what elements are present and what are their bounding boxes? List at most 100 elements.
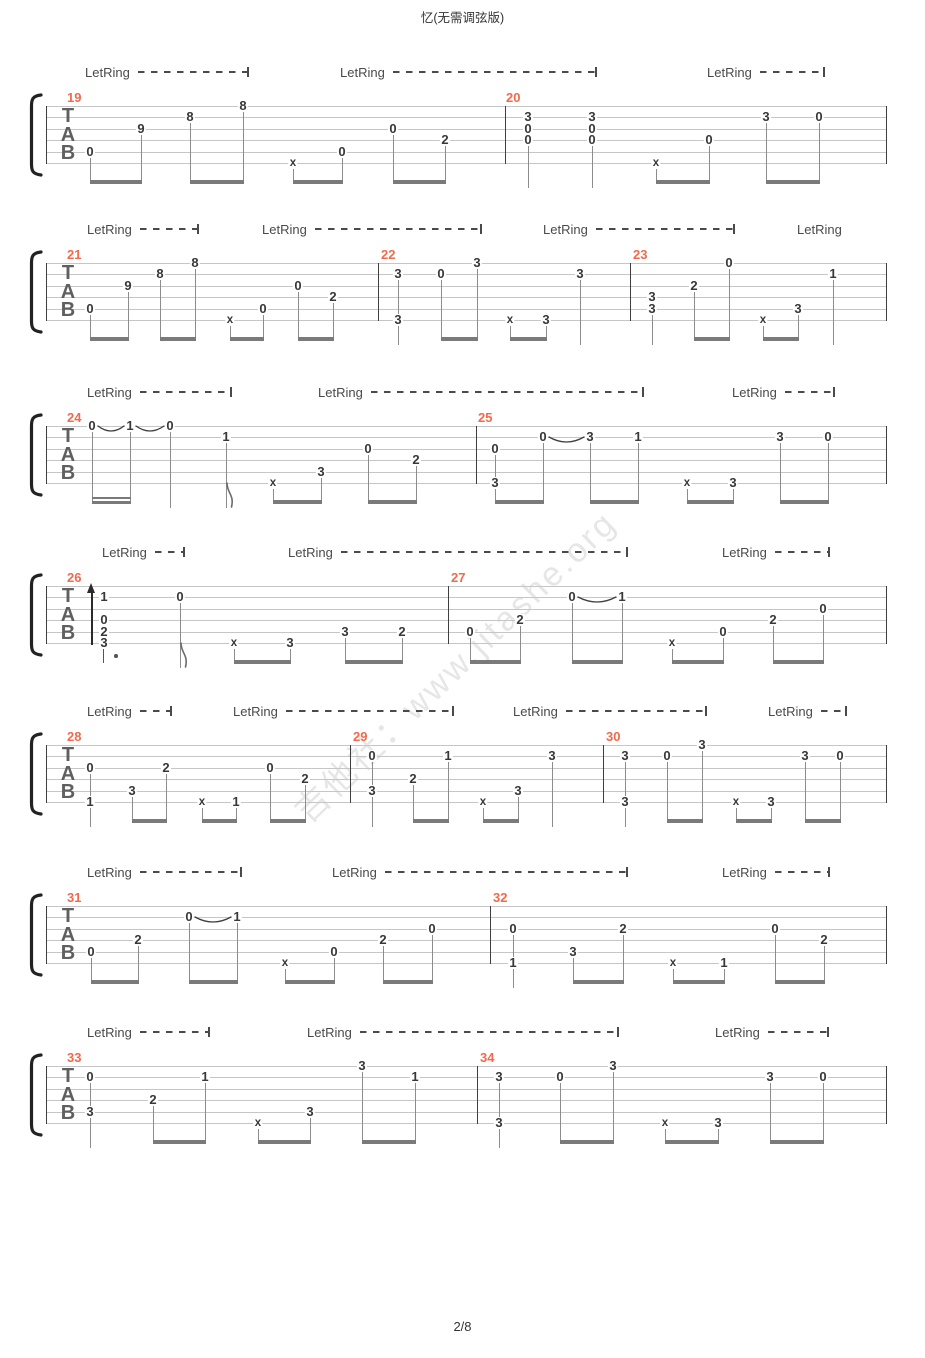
measure-number: 19: [67, 90, 82, 105]
fret-number: 3: [304, 1103, 316, 1119]
letring-dashes: [371, 391, 642, 393]
fret-number: 3: [774, 429, 786, 445]
fret-number: 3: [646, 289, 658, 305]
note-stem: [290, 647, 292, 663]
beam: [234, 660, 292, 664]
beam: [483, 819, 520, 823]
note-stem: [470, 635, 472, 663]
barline: [886, 106, 888, 164]
note-stem: [270, 771, 272, 822]
letring-label: LetRing: [722, 545, 767, 560]
letring-label: LetRing: [332, 865, 377, 880]
letring-dashes: [140, 228, 197, 230]
letring-dashes: [566, 710, 705, 712]
tab-clef-letter: B: [60, 781, 76, 803]
tab-clef-letter: B: [60, 1102, 76, 1124]
note-stem: [321, 475, 323, 503]
letring-dashes: [138, 71, 247, 73]
barline: [46, 106, 48, 164]
note-stem: [166, 771, 168, 822]
barline: [630, 263, 632, 321]
note-stem: [263, 312, 265, 340]
double-beam: [92, 496, 132, 500]
barline: [886, 426, 888, 484]
letring-label: LetRing: [262, 222, 307, 237]
fret-number: 0: [822, 429, 834, 445]
tab-clef-letter: A: [60, 762, 76, 785]
muted-note: x: [682, 477, 692, 489]
staff-line: [46, 597, 886, 599]
muted-note: x: [505, 314, 515, 326]
measure-number: 24: [67, 410, 82, 425]
letring-dashes: [821, 710, 845, 712]
staff-line: [46, 320, 886, 321]
fret-number: 1: [98, 589, 110, 605]
note-stem: [733, 487, 735, 503]
note-stem: [237, 921, 239, 983]
staff-line: [46, 620, 886, 622]
letring-end-tick: [170, 706, 172, 716]
muted-note: x: [478, 796, 488, 808]
muted-note: x: [651, 157, 661, 169]
fret-number: 0: [366, 748, 378, 764]
tab-clef-letter: T: [61, 1065, 75, 1087]
letring-end-tick: [452, 706, 454, 716]
note-stem: [833, 278, 835, 345]
letring-dashes: [785, 391, 833, 393]
system-bracket-icon: [29, 1053, 43, 1137]
note-stem: [345, 635, 347, 663]
note-stem: [402, 635, 404, 663]
muted-note: x: [268, 477, 278, 489]
staff-line: [46, 951, 886, 953]
note-stem: [310, 1115, 312, 1143]
staff-line: [46, 483, 886, 484]
fret-number: 1: [199, 1069, 211, 1085]
staff-line: [46, 790, 886, 792]
note-stem: [362, 1070, 364, 1143]
muted-note: x: [225, 314, 235, 326]
letring-label: LetRing: [722, 865, 767, 880]
note-stem: [230, 324, 232, 340]
tab-clef-letter: A: [60, 923, 76, 946]
system-bracket-icon: [29, 250, 43, 334]
staff-line: [46, 1077, 886, 1079]
note-stem: [226, 441, 228, 508]
double-beam: [92, 501, 132, 504]
beam: [362, 1140, 417, 1144]
tab-clef-letter: T: [61, 905, 75, 927]
note-stem: [729, 267, 731, 340]
fret-number: 3: [339, 623, 351, 639]
beam: [687, 500, 735, 504]
staff-line: [46, 437, 886, 439]
tab-clef-letter: T: [61, 105, 75, 127]
fret-number: 3: [284, 635, 296, 650]
tab-clef-letter: B: [60, 142, 76, 164]
beam: [773, 660, 825, 664]
note-stem: [520, 624, 522, 663]
beam: [665, 1140, 720, 1144]
letring-end-tick: [197, 224, 199, 234]
letring-dashes: [140, 391, 230, 393]
note-stem: [130, 430, 132, 503]
letring-end-tick: [617, 1027, 619, 1037]
tab-clef-letter: A: [60, 443, 76, 466]
eighth-flag-icon: [226, 482, 233, 508]
staff-line: [46, 263, 886, 264]
beam: [573, 980, 625, 984]
tab-clef-letter: B: [60, 622, 76, 644]
staff-line: [46, 117, 886, 119]
note-stem: [273, 487, 275, 503]
barline: [603, 745, 605, 803]
beam: [470, 660, 522, 664]
tab-clef-letter: B: [60, 299, 76, 321]
letring-label: LetRing: [102, 545, 147, 560]
muted-note: x: [280, 957, 290, 969]
letring-label: LetRing: [233, 704, 278, 719]
note-stem: [775, 932, 777, 983]
fret-number: 3: [792, 300, 804, 316]
fret-number: 2: [396, 623, 408, 639]
staff-line: [46, 1066, 886, 1067]
note-stem: [528, 121, 530, 188]
fret-number: 0: [489, 440, 501, 456]
note-stem: [613, 1070, 615, 1143]
